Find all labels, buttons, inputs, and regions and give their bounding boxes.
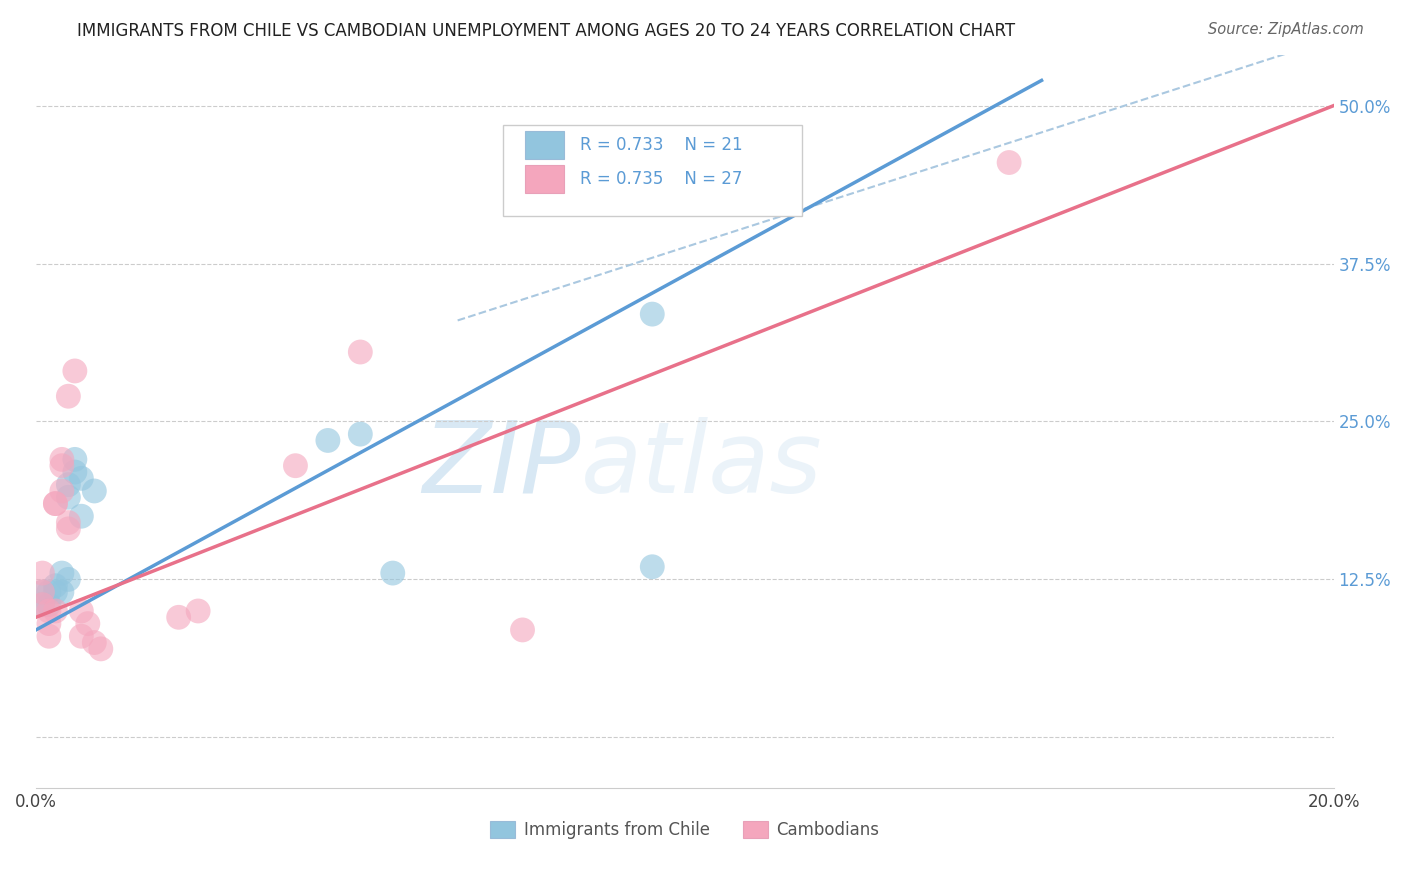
Point <box>70 509 93 524</box>
Point <box>44 497 66 511</box>
Point <box>44 497 66 511</box>
Point <box>641 307 664 321</box>
Point <box>38 585 60 599</box>
FancyBboxPatch shape <box>524 131 564 159</box>
Point <box>51 458 73 473</box>
Point <box>63 452 86 467</box>
Point <box>38 616 60 631</box>
Point <box>167 610 190 624</box>
Point <box>44 604 66 618</box>
Point <box>83 635 105 649</box>
Text: R = 0.733    N = 21: R = 0.733 N = 21 <box>579 136 742 154</box>
FancyBboxPatch shape <box>503 125 801 217</box>
Point <box>70 604 93 618</box>
Point <box>998 155 1021 169</box>
Point <box>58 573 80 587</box>
Point <box>63 465 86 479</box>
Text: ZIP: ZIP <box>423 417 581 514</box>
Point <box>38 604 60 618</box>
Point <box>284 458 307 473</box>
Point <box>38 629 60 643</box>
Point <box>31 585 53 599</box>
Point <box>316 434 339 448</box>
Point <box>83 483 105 498</box>
Point <box>349 427 371 442</box>
Point <box>349 345 371 359</box>
Point <box>76 616 98 631</box>
Point <box>31 585 53 599</box>
Point <box>58 477 80 491</box>
Text: Source: ZipAtlas.com: Source: ZipAtlas.com <box>1208 22 1364 37</box>
Point <box>51 483 73 498</box>
Point <box>58 389 80 403</box>
Point <box>51 452 73 467</box>
Point <box>51 585 73 599</box>
Point <box>512 623 534 637</box>
Point <box>63 364 86 378</box>
Point <box>641 559 664 574</box>
Point <box>90 641 112 656</box>
Point <box>31 598 53 612</box>
Point <box>58 522 80 536</box>
Point <box>70 471 93 485</box>
Point <box>187 604 209 618</box>
Legend: Immigrants from Chile, Cambodians: Immigrants from Chile, Cambodians <box>484 814 886 846</box>
Point <box>44 585 66 599</box>
Text: IMMIGRANTS FROM CHILE VS CAMBODIAN UNEMPLOYMENT AMONG AGES 20 TO 24 YEARS CORREL: IMMIGRANTS FROM CHILE VS CAMBODIAN UNEMP… <box>77 22 1015 40</box>
Point <box>70 629 93 643</box>
Point <box>38 598 60 612</box>
Point <box>44 579 66 593</box>
Point <box>58 490 80 504</box>
FancyBboxPatch shape <box>524 165 564 193</box>
Point <box>31 566 53 580</box>
Point <box>381 566 404 580</box>
Point <box>58 516 80 530</box>
Point <box>51 566 73 580</box>
Text: R = 0.735    N = 27: R = 0.735 N = 27 <box>579 170 742 188</box>
Point <box>31 598 53 612</box>
Text: atlas: atlas <box>581 417 823 514</box>
